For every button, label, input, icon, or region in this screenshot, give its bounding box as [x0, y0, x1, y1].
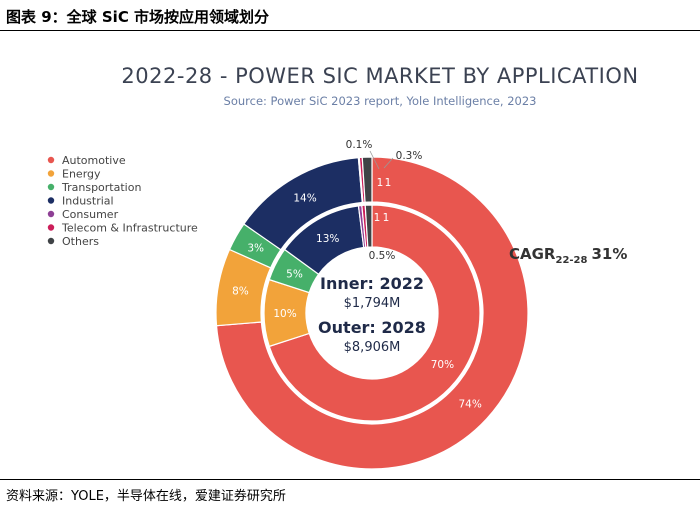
- annotation-others-outer: 1: [385, 177, 392, 189]
- legend-marker-automotive: [47, 156, 55, 164]
- annotation-others-inner: 1: [383, 212, 390, 224]
- legend: AutomotiveEnergyTransportationIndustrial…: [47, 154, 198, 248]
- slice-label-outer-industrial: 14%: [293, 193, 316, 205]
- donut-chart: 2022-28 - POWER SIC MARKET BY APPLICATIO…: [47, 64, 638, 470]
- annotation-consumer-inner: 1: [374, 212, 381, 224]
- legend-label-automotive: Automotive: [62, 154, 126, 167]
- center-outer-title: Outer: 2028: [318, 318, 426, 337]
- legend-label-industrial: Industrial: [62, 195, 114, 208]
- chart-subtitle: Source: Power SiC 2023 report, Yole Inte…: [224, 94, 537, 108]
- legend-marker-consumer: [47, 210, 55, 218]
- center-inner-title: Inner: 2022: [320, 274, 424, 293]
- bottom-rule: [0, 479, 700, 480]
- slice-inner-others: [364, 204, 373, 248]
- center-outer-value: $8,906M: [344, 340, 401, 355]
- cagr-text: CAGR: [509, 245, 556, 263]
- slice-label-outer-automotive: 74%: [458, 398, 481, 410]
- legend-label-energy: Energy: [62, 168, 101, 181]
- slice-label-outer-energy: 8%: [232, 286, 249, 298]
- callout-line-consumer: [369, 150, 380, 170]
- slice-label-outer-transportation: 3%: [247, 242, 264, 254]
- top-rule: [0, 30, 700, 31]
- legend-label-others: Others: [62, 235, 99, 248]
- donut-rings: 70% 10% 5% 13% 74% 8% 3% 14%: [215, 156, 529, 470]
- slice-outer-others: [361, 156, 373, 203]
- annotation-telecom-outer: 1: [377, 177, 384, 189]
- chart-title: 2022-28 - POWER SIC MARKET BY APPLICATIO…: [121, 64, 638, 88]
- annotation-telecom-2028: 0.3%: [396, 150, 423, 162]
- legend-label-consumer: Consumer: [62, 208, 119, 221]
- figure-title: 图表 9：全球 SiC 市场按应用领域划分: [6, 8, 270, 26]
- callout-line-telecom: [383, 157, 394, 169]
- cagr-label: CAGR22-28 31%: [509, 245, 627, 266]
- cagr-sub: 22-28: [555, 255, 587, 266]
- legend-marker-others: [47, 237, 55, 245]
- annotation-inner-small: 0.5%: [369, 250, 396, 262]
- cagr-value: 31%: [591, 245, 627, 263]
- legend-marker-industrial: [47, 197, 55, 204]
- figure-source: 资料来源：YOLE，半导体在线，爱建证券研究所: [6, 489, 286, 504]
- legend-marker-telecom-infrastructure: [47, 224, 55, 231]
- legend-marker-energy: [47, 170, 55, 177]
- center-inner-value: $1,794M: [344, 296, 401, 311]
- slice-label-inner-energy: 10%: [273, 308, 296, 320]
- slice-inner-automotive: [268, 204, 481, 422]
- annotation-consumer-2028: 0.1%: [346, 139, 373, 151]
- center-label: Inner: 2022 $1,794M Outer: 2028 $8,906M: [318, 274, 426, 355]
- slice-label-inner-transportation: 5%: [286, 269, 303, 281]
- slice-label-inner-industrial: 13%: [316, 233, 339, 245]
- slice-label-inner-automotive: 70%: [431, 359, 454, 371]
- legend-label-transportation: Transportation: [61, 181, 141, 194]
- legend-marker-transportation: [47, 183, 55, 191]
- slice-outer-automotive: [215, 156, 529, 470]
- small-slice-annotations: 0.1% 0.3% 0.5% 1 1 1 1: [346, 139, 423, 262]
- legend-label-telecom-infrastructure: Telecom & Infrastructure: [61, 222, 198, 235]
